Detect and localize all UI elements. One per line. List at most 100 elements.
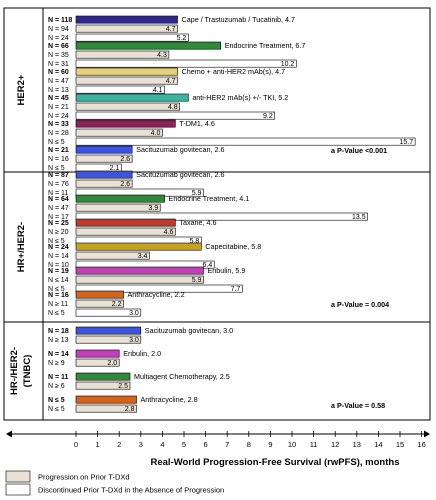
bar-overall — [75, 15, 178, 24]
bar-progression — [75, 299, 124, 308]
x-axis-arrow-right — [424, 430, 430, 438]
bar-progression — [75, 24, 178, 33]
n-overall: N = 25 — [48, 220, 69, 227]
bar-label: Anthracycline, 2.8 — [140, 395, 197, 404]
n-progression: N = 28 — [48, 130, 69, 137]
p-value: P-Value = 0.58 — [337, 401, 385, 410]
group-label-sub: (TNBC) — [22, 355, 33, 388]
bar-progression-value: 3.9 — [149, 205, 159, 212]
n-discontinued: N ≤ 5 — [48, 139, 65, 146]
x-tick-label: 14 — [374, 440, 382, 449]
n-discontinued: N = 24 — [48, 35, 69, 42]
bar-discontinued — [75, 59, 297, 68]
bar-overall — [75, 266, 204, 275]
n-progression: N ≤ 5 — [48, 406, 65, 413]
x-axis-arrow-left — [6, 430, 12, 438]
n-overall: N = 18 — [48, 328, 69, 335]
bar-overall — [75, 395, 137, 404]
bar-progression-value: 2.6 — [120, 181, 130, 188]
bar-overall — [75, 218, 176, 227]
bar-overall — [75, 290, 124, 299]
n-overall: N = 16 — [48, 292, 69, 299]
n-overall: N = 87 — [48, 172, 69, 179]
n-progression: N = 16 — [48, 156, 69, 163]
n-overall: N = 45 — [48, 95, 69, 102]
p-value-marker: a — [331, 401, 336, 410]
bar-discontinued-value: 3.0 — [129, 310, 139, 317]
n-overall: N ≤ 5 — [48, 397, 65, 404]
panel-frame — [3, 321, 431, 421]
bar-progression-value: 5.9 — [192, 277, 202, 284]
bar-discontinued-value: 10.2 — [281, 61, 295, 68]
bar-label: Endocrine Treatment, 4.1 — [169, 194, 250, 203]
bar-progression — [75, 102, 180, 111]
n-overall: N = 21 — [48, 147, 69, 154]
x-tick-label: 4 — [160, 440, 164, 449]
bar-overall — [75, 326, 142, 335]
n-overall: N = 64 — [48, 196, 69, 203]
bar-label: Multiagent Chemotherapy, 2.5 — [134, 372, 230, 381]
bar-discontinued — [75, 212, 368, 221]
bar-overall — [75, 372, 131, 381]
bar-label: anti-HER2 mAb(s) +/- TKI, 5.2 — [192, 93, 288, 102]
bar-progression — [75, 50, 170, 59]
legend-label: Discontinued Prior T-DXd in the Absence … — [38, 486, 224, 495]
x-tick-label: 1 — [96, 440, 100, 449]
n-overall: N = 24 — [48, 244, 69, 251]
n-overall: N = 19 — [48, 268, 69, 275]
bar-discontinued — [75, 308, 142, 317]
bar-discontinued-value: 2.1 — [110, 165, 120, 172]
bar-progression — [75, 358, 120, 367]
bar-progression — [75, 275, 204, 284]
n-discontinued: N ≤ 5 — [48, 238, 65, 245]
n-discontinued: N = 31 — [48, 61, 69, 68]
bar-overall — [75, 242, 202, 251]
bar-progression — [75, 154, 133, 163]
n-progression: N = 14 — [48, 253, 69, 260]
bar-overall — [75, 194, 165, 203]
bar-label: Chemo + anti-HER2 mAb(s), 4.7 — [182, 67, 286, 76]
group-label: HER2+ — [16, 74, 27, 105]
bar-progression — [75, 335, 142, 344]
bar-discontinued — [75, 111, 276, 120]
n-progression: N ≥ 13 — [48, 337, 69, 344]
x-tick-label: 11 — [310, 440, 318, 449]
n-discontinued: N ≤ 5 — [48, 310, 65, 317]
legend-label: Progression on Prior T-DXd — [38, 473, 130, 482]
n-progression: N ≥ 20 — [48, 229, 69, 236]
bar-overall — [75, 349, 120, 358]
bar-progression-value: 2.0 — [107, 360, 117, 367]
bar-label: Sacituzumab govitecan, 3.0 — [145, 326, 233, 335]
n-progression: N ≥ 11 — [48, 301, 68, 308]
bar-progression-value: 4.7 — [166, 26, 176, 33]
n-discontinued: N ≤ 5 — [48, 286, 65, 293]
n-overall: N = 33 — [48, 121, 69, 128]
x-tick-label: 16 — [417, 440, 425, 449]
bar-label: Capecitabine, 5.8 — [205, 242, 261, 251]
group-label: HR-/HER2- — [9, 347, 20, 395]
bar-label: Endocrine Treatment, 6.7 — [225, 41, 306, 50]
n-discontinued: N = 24 — [48, 113, 69, 120]
bar-discontinued — [75, 137, 416, 146]
bar-progression — [75, 381, 131, 390]
bar-label: Eribulin, 5.9 — [207, 266, 245, 275]
bar-progression-value: 2.5 — [118, 383, 128, 390]
bar-discontinued-value: 5.2 — [177, 35, 187, 42]
bar-discontinued-value: 9.2 — [263, 113, 273, 120]
p-value: P-Value <0.001 — [337, 146, 387, 155]
p-value: P-Value = 0.004 — [337, 300, 389, 309]
legend-swatch — [5, 470, 31, 483]
bar-label: Cape / Trastuzumab / Tucatinib, 4.7 — [182, 15, 295, 24]
n-progression: N = 21 — [48, 104, 69, 111]
p-value-marker: a — [331, 300, 336, 309]
x-tick-label: 10 — [288, 440, 296, 449]
n-progression: N ≥ 9 — [48, 360, 65, 367]
bar-progression-value: 3.0 — [129, 337, 139, 344]
bar-progression-value: 4.6 — [164, 229, 174, 236]
x-tick-label: 3 — [139, 440, 143, 449]
bar-label: Sacituzumab govitecan, 2.6 — [136, 145, 224, 154]
n-progression: N = 76 — [48, 181, 69, 188]
n-progression: N = 35 — [48, 52, 69, 59]
bar-label: Eribulin, 2.0 — [123, 349, 161, 358]
bar-discontinued-value: 5.9 — [192, 190, 202, 197]
